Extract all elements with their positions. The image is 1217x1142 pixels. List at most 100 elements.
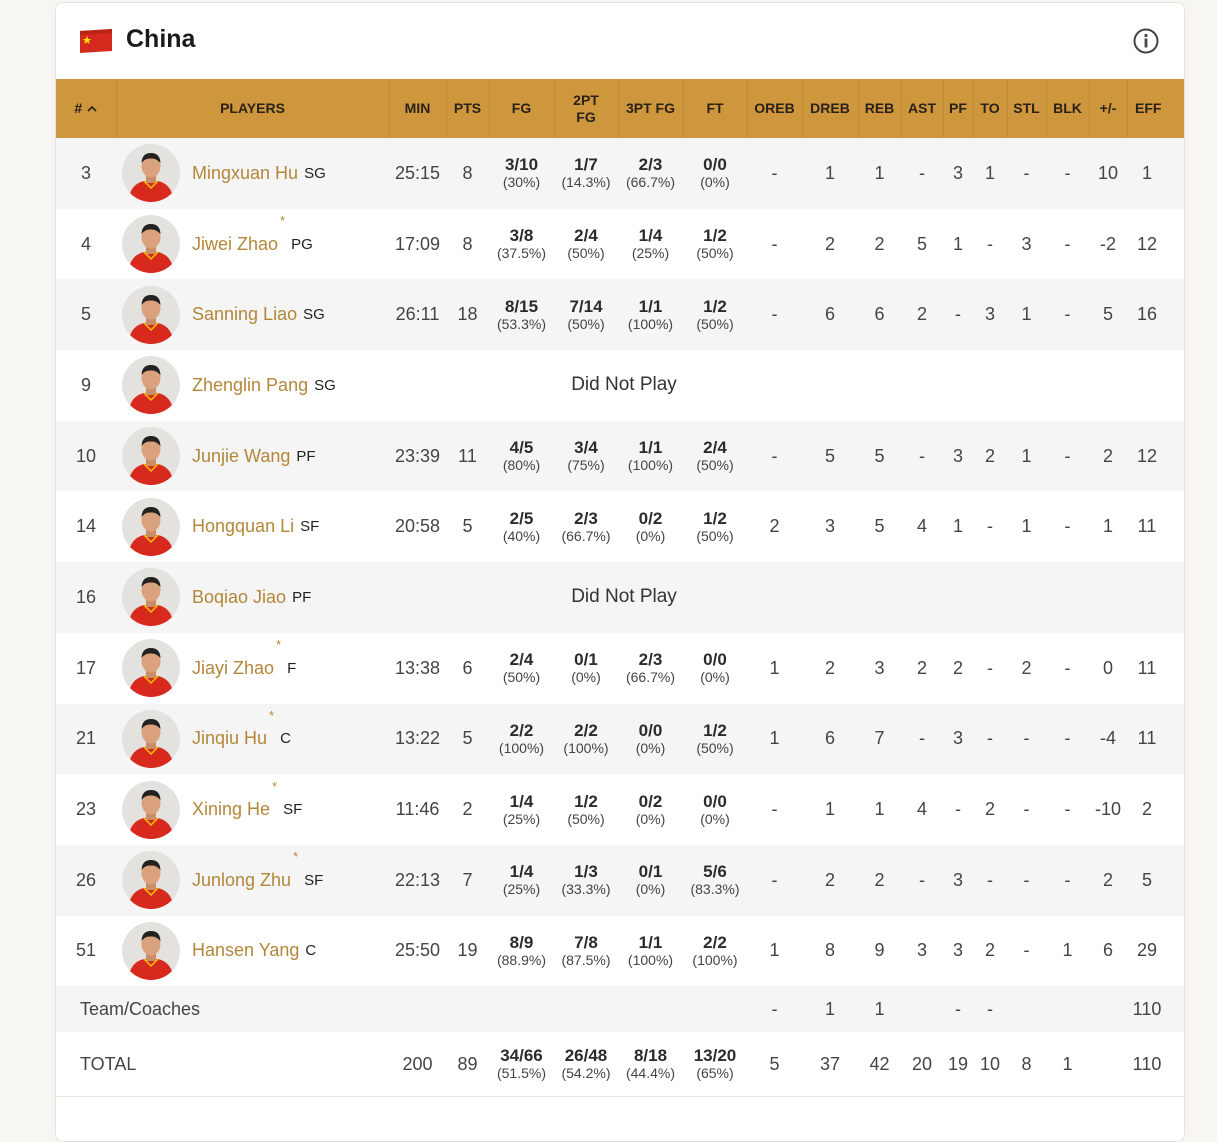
shooting-cell: 2/3 (66.7%) bbox=[554, 491, 618, 562]
made-attempted: 3/4 bbox=[574, 438, 598, 458]
stat-cell: - bbox=[1023, 799, 1030, 820]
stat-cell: 2 bbox=[874, 233, 885, 254]
player-name[interactable]: Junjie Wang bbox=[192, 445, 291, 466]
stat-cell: 1 bbox=[973, 138, 1007, 209]
stat-cell: 5 bbox=[874, 516, 885, 537]
made-attempted: 0/0 bbox=[703, 650, 727, 670]
percentage: (51.5%) bbox=[496, 1065, 547, 1082]
stat-cell: 29 bbox=[1136, 940, 1158, 961]
player-name[interactable]: Jiwei Zhao bbox=[192, 233, 279, 254]
box-score-table: # PLAYERS MIN PTS FG 2PT FG 3PT FG FT OREB DREB RE… bbox=[56, 79, 1184, 1098]
stat-cell: 11 bbox=[1137, 657, 1157, 678]
percentage: (0%) bbox=[571, 669, 601, 686]
card-header: China bbox=[56, 3, 1184, 79]
made-attempted: 2/3 bbox=[638, 650, 663, 670]
made-attempted: 1/3 bbox=[574, 862, 598, 882]
column-header[interactable]: # bbox=[56, 79, 117, 138]
minutes: 25:15 bbox=[389, 138, 446, 209]
percentage: (14.3%) bbox=[561, 174, 611, 191]
made-attempted: 0/0 bbox=[703, 155, 727, 175]
made-attempted: 8/9 bbox=[509, 932, 534, 952]
minutes: 25:50 bbox=[394, 940, 441, 961]
jersey-number: 23 bbox=[75, 799, 97, 820]
player-name[interactable]: Mingxuan Hu bbox=[192, 162, 299, 183]
player-name[interactable]: Jiayi Zhao bbox=[192, 657, 275, 678]
stat-cell: - bbox=[747, 279, 802, 351]
stat-cell: - bbox=[1046, 279, 1089, 351]
percentage: (66.7%) bbox=[625, 669, 676, 686]
column-header-label: 3PT FG bbox=[625, 100, 675, 116]
jersey-number: 16 bbox=[56, 562, 116, 633]
stat-cell: 6 bbox=[1102, 940, 1113, 961]
player-avatar bbox=[122, 921, 180, 980]
made-attempted: 7/8 bbox=[574, 932, 598, 952]
shooting-cell: 0/2 (0%) bbox=[618, 774, 683, 845]
jersey-number: 10 bbox=[56, 420, 116, 492]
made-attempted: 7/14 bbox=[569, 296, 603, 316]
jersey-number: 26 bbox=[56, 844, 116, 916]
box-score-card: China # PLAYERS MIN PTS FG 2PT FG 3PT FG FT OREB… bbox=[55, 2, 1185, 1142]
player-avatar bbox=[122, 568, 180, 627]
stat-cell: - bbox=[1007, 844, 1046, 916]
player-name[interactable]: Zhenglin Pang bbox=[192, 374, 309, 395]
made-attempted: 2/4 bbox=[574, 226, 598, 246]
stat-cell: 5 bbox=[747, 1032, 802, 1098]
jersey-number: 9 bbox=[80, 374, 91, 395]
player-name[interactable]: Junlong Zhu bbox=[192, 869, 292, 890]
percentage: (40%) bbox=[502, 527, 541, 544]
made-attempted: 13/20 bbox=[693, 1046, 737, 1066]
stat-cell: 1 bbox=[1127, 138, 1184, 209]
info-button[interactable] bbox=[1132, 27, 1160, 55]
shooting-cell: 2/4 (50%) bbox=[683, 420, 747, 492]
points: 19 bbox=[457, 940, 478, 961]
player-cell: Junlong Zhu* SF bbox=[116, 844, 389, 916]
player-name[interactable]: Hansen Yang bbox=[192, 940, 300, 961]
made-attempted: 8/18 bbox=[633, 1046, 668, 1066]
shooting-cell: 8/15 (53.3%) bbox=[489, 279, 554, 351]
shooting-cell: 34/66 (51.5%) bbox=[489, 1032, 554, 1098]
player-name[interactable]: Sanning Liao bbox=[192, 304, 298, 325]
stat-cell: 11 bbox=[1127, 703, 1184, 775]
stat-cell: - bbox=[987, 657, 993, 678]
player-name[interactable]: Hongquan Li bbox=[192, 516, 295, 537]
made-attempted: 0/1 bbox=[638, 862, 663, 882]
shooting-cell: 1/1 (100%) bbox=[618, 279, 683, 351]
stat-cell bbox=[1089, 1032, 1127, 1098]
player-name[interactable]: Boqiao Jiao bbox=[192, 586, 287, 607]
minutes: 23:39 bbox=[389, 420, 446, 492]
stat-cell: 1 bbox=[858, 138, 901, 209]
made-attempted: 0/2 bbox=[638, 508, 663, 528]
stat-cell: 20 bbox=[901, 1032, 943, 1098]
stat-cell: 1 bbox=[952, 233, 963, 254]
percentage: (50%) bbox=[567, 315, 605, 332]
stat-cell: 4 bbox=[916, 799, 927, 820]
stat-cell: 3 bbox=[952, 940, 963, 961]
made-attempted: 2/3 bbox=[574, 508, 598, 528]
stat-cell: 1 bbox=[1007, 420, 1046, 492]
shooting-cell: 0/0 (0%) bbox=[683, 138, 747, 209]
player-avatar bbox=[122, 285, 180, 344]
percentage: (100%) bbox=[498, 739, 545, 756]
column-header: PLAYERS bbox=[116, 79, 390, 138]
jersey-number: 5 bbox=[56, 279, 116, 351]
percentage: (100%) bbox=[627, 951, 674, 968]
player-position: SG bbox=[303, 306, 325, 324]
stat-cell: 2 bbox=[824, 233, 835, 254]
column-header: OREB bbox=[747, 79, 803, 138]
player-row: 23 Xining He*SF 11:46 2 1/4 (25%) 1/2 (50%) 0/2(… bbox=[56, 774, 1184, 845]
shooting-cell: 3/4 (75%) bbox=[554, 420, 618, 492]
player-avatar bbox=[122, 709, 180, 768]
stat-cell: - bbox=[955, 799, 961, 820]
percentage: (54.2%) bbox=[561, 1065, 611, 1082]
stat-cell: 8 bbox=[1007, 1032, 1046, 1098]
stat-cell bbox=[1089, 986, 1127, 1033]
player-name[interactable]: Xining He bbox=[192, 799, 271, 820]
empty-cell bbox=[389, 986, 446, 1033]
stat-cell: 12 bbox=[1127, 420, 1184, 492]
player-cell: Junjie Wang PF bbox=[116, 420, 389, 492]
player-avatar bbox=[122, 144, 180, 203]
jersey-number: 21 bbox=[56, 703, 116, 775]
stat-cell: - bbox=[987, 233, 993, 254]
stat-cell: - bbox=[901, 420, 943, 492]
player-name[interactable]: Jinqiu Hu bbox=[192, 728, 268, 749]
